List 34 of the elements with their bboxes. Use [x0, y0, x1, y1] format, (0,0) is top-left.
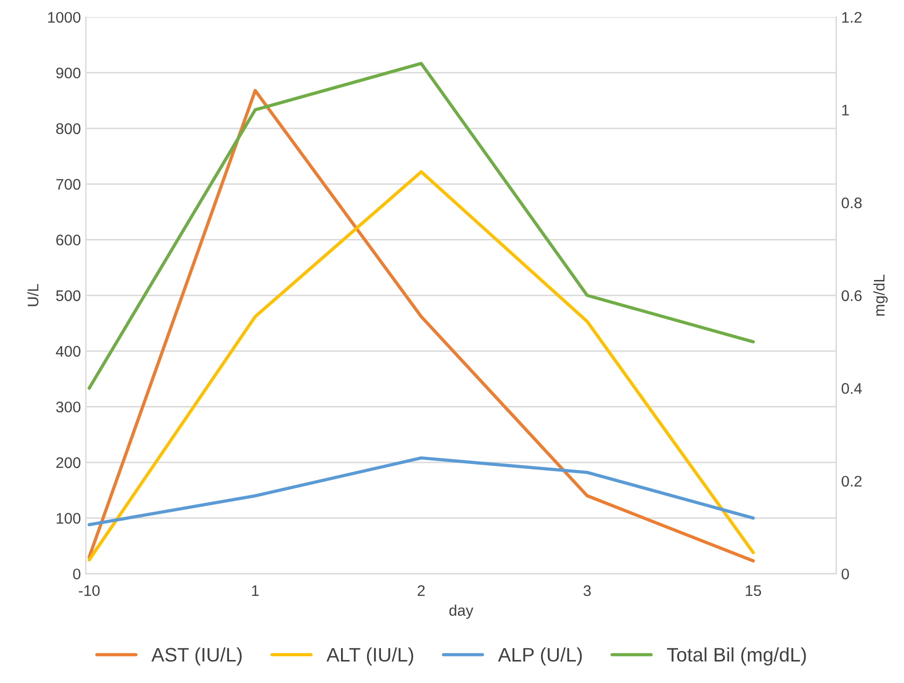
x-axis-title: day [449, 604, 474, 619]
line-series [88, 170, 755, 562]
y-tick-label: 600 [56, 234, 80, 246]
y-tick-label: 200 [56, 457, 80, 468]
x-tick-label: 1 [252, 585, 259, 596]
y-tick-label: 900 [56, 68, 80, 78]
y2-tick-label: 0.6 [842, 290, 862, 302]
y-axis-title: U/L [27, 284, 38, 306]
x-tick-label: 3 [584, 585, 591, 596]
y-tick-label: 700 [56, 178, 80, 190]
y-tick-label: 300 [56, 402, 80, 412]
y-tick-label: 1000 [48, 12, 80, 23]
x-tick-label: -10 [78, 585, 100, 596]
legend-label: ALP (U/L) [498, 647, 582, 666]
line-series [88, 456, 755, 526]
y2-tick-label: 0.8 [842, 197, 862, 208]
legend-label: AST (IU/L) [151, 647, 242, 666]
y-tick-label: 800 [56, 123, 80, 134]
y2-tick-label: 1 [842, 104, 849, 116]
x-tick-label: 2 [418, 585, 425, 596]
y-tick-label: 0 [73, 568, 80, 580]
y-tick-label: 400 [56, 346, 80, 357]
line-series [88, 62, 755, 390]
y-tick-label: 500 [56, 290, 80, 302]
x-tick-label: 15 [746, 585, 762, 596]
y2-tick-label: 0.2 [842, 476, 862, 487]
line-series [88, 88, 755, 563]
legend-label: Total Bil (mg/dL) [667, 647, 806, 666]
y2-axis-title: mg/dL [873, 274, 888, 316]
legend-label: ALT (IU/L) [326, 647, 414, 666]
y2-tick-label: 0 [842, 568, 849, 580]
y2-tick-label: 0.4 [842, 383, 862, 394]
y-tick-label: 100 [56, 512, 80, 524]
y2-tick-label: 1.2 [842, 12, 862, 23]
